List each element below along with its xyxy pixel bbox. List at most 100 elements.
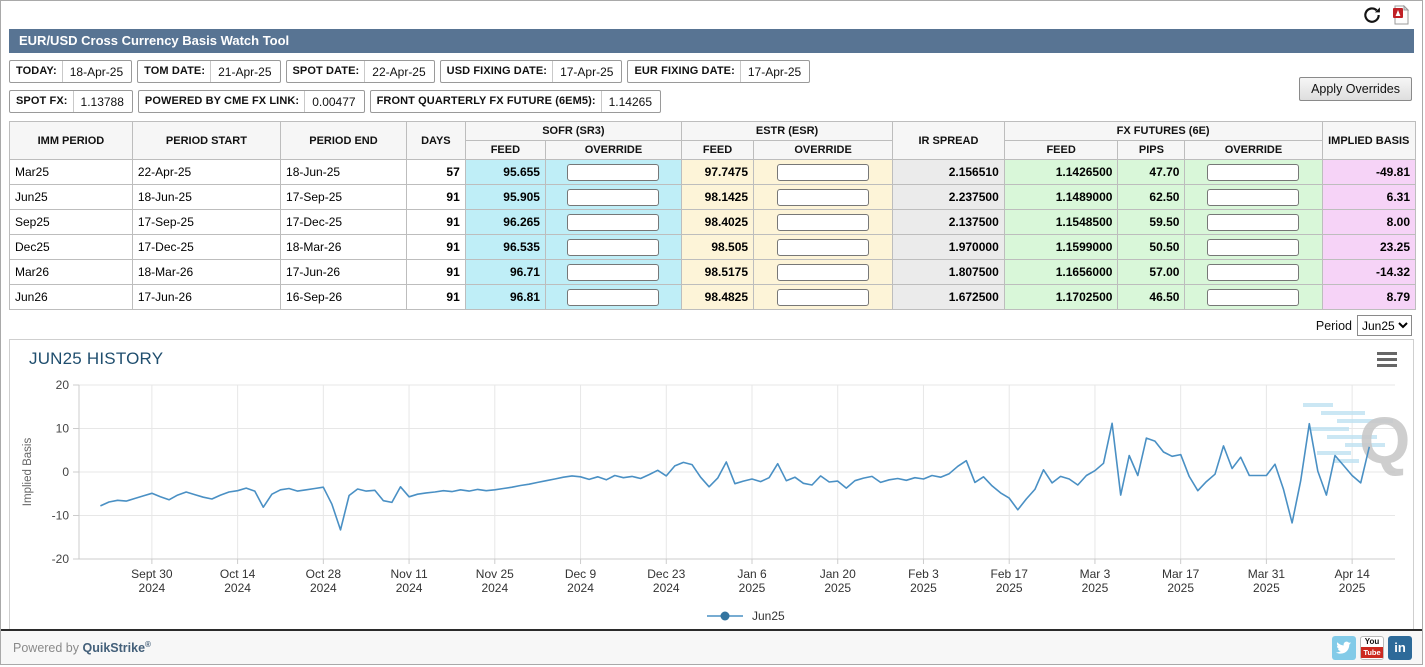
sub-header-sofr-override: OVERRIDE	[544, 140, 682, 160]
estr-override-input[interactable]	[777, 163, 870, 181]
apply-overrides-button[interactable]: Apply Overrides	[1299, 77, 1412, 101]
fx-feed-cell: 1.1656000	[1003, 259, 1119, 285]
sofr-override-cell	[544, 259, 682, 285]
svg-text:2024: 2024	[567, 581, 594, 595]
fx-override-input[interactable]	[1207, 213, 1300, 231]
days-cell: 91	[405, 284, 466, 310]
pdf-export-icon[interactable]	[1390, 4, 1412, 26]
top-toolbar	[1, 1, 1422, 27]
history-chart-panel: JUN25 HISTORY 20 10 0 -10 -20 Sept 30 2024 Oct …	[9, 339, 1414, 636]
sofr-override-input[interactable]	[567, 213, 660, 231]
sofr-override-input[interactable]	[567, 188, 660, 206]
estr-feed-cell: 98.4825	[680, 284, 755, 310]
sofr-override-cell	[544, 184, 682, 210]
col-header-days: DAYS	[405, 121, 466, 160]
sub-header-estr-override: OVERRIDE	[753, 140, 894, 160]
sub-header-fx-feed: FEED	[1003, 140, 1119, 160]
period-start-cell: 17-Dec-25	[131, 234, 282, 260]
linkedin-icon[interactable]: in	[1388, 635, 1412, 660]
period-select[interactable]: Jun25	[1357, 315, 1412, 336]
cme-fx-link-field: POWERED BY CME FX LINK: 0.00477	[137, 90, 365, 113]
svg-text:Feb 17: Feb 17	[991, 567, 1029, 581]
fx-feed-cell: 1.1548500	[1003, 209, 1119, 235]
date-info-row: TODAY: 18-Apr-25 TOM DATE: 21-Apr-25 SPOT …	[9, 60, 1414, 83]
svg-text:20: 20	[56, 378, 70, 392]
period-end-cell: 17-Jun-26	[280, 259, 407, 285]
fx-override-input[interactable]	[1207, 163, 1300, 181]
chart-title: JUN25 HISTORY	[29, 349, 164, 368]
fx-feed-cell: 1.1489000	[1003, 184, 1119, 210]
chart-menu-icon[interactable]	[1377, 352, 1397, 370]
sofr-override-input[interactable]	[567, 163, 660, 181]
sofr-override-cell	[544, 234, 682, 260]
ir-spread-cell: 2.137500	[892, 209, 1005, 235]
col-header-implied-basis: IMPLIED BASIS	[1321, 121, 1416, 160]
implied-basis-cell: -14.32	[1321, 259, 1416, 285]
group-header-estr: ESTR (ESR)	[680, 121, 894, 141]
front-quarterly-future-field: FRONT QUARTERLY FX FUTURE (6EM5): 1.14265	[369, 90, 662, 113]
group-header-sofr: SOFR (SR3)	[464, 121, 682, 141]
estr-override-cell	[753, 184, 894, 210]
fx-override-cell	[1184, 159, 1323, 185]
period-end-cell: 16-Sep-26	[280, 284, 407, 310]
fx-override-input[interactable]	[1207, 263, 1300, 281]
estr-override-input[interactable]	[777, 263, 870, 281]
svg-text:-20: -20	[52, 552, 70, 566]
fx-pips-cell: 59.50	[1117, 209, 1186, 235]
table-row: Jun25 18-Jun-25 17-Sep-25 91 95.905 98.1425 2.…	[9, 184, 1416, 210]
powered-by-text: Powered by QuikStrike®	[13, 639, 151, 656]
refresh-icon[interactable]	[1361, 4, 1383, 26]
svg-text:Sept 30: Sept 30	[131, 567, 173, 581]
days-cell: 91	[405, 184, 466, 210]
imm-period-cell: Dec25	[9, 234, 133, 260]
estr-override-input[interactable]	[777, 213, 870, 231]
sub-header-fx-override: OVERRIDE	[1184, 140, 1323, 160]
ir-spread-cell: 1.807500	[892, 259, 1005, 285]
svg-text:Dec 23: Dec 23	[647, 567, 685, 581]
sofr-override-input[interactable]	[567, 263, 660, 281]
svg-text:2025: 2025	[1253, 581, 1280, 595]
estr-override-input[interactable]	[777, 188, 870, 206]
svg-text:Feb 3: Feb 3	[908, 567, 939, 581]
svg-text:Apr 14: Apr 14	[1334, 567, 1370, 581]
svg-text:-10: -10	[52, 509, 70, 523]
estr-feed-cell: 97.7475	[680, 159, 755, 185]
fx-pips-cell: 47.70	[1117, 159, 1186, 185]
fx-pips-cell: 46.50	[1117, 284, 1186, 310]
basis-table-body: Mar25 22-Apr-25 18-Jun-25 57 95.655 97.7475 2.…	[9, 159, 1416, 310]
sofr-feed-cell: 96.265	[464, 209, 546, 235]
sofr-override-input[interactable]	[567, 238, 660, 256]
estr-override-input[interactable]	[777, 238, 870, 256]
table-row: Mar25 22-Apr-25 18-Jun-25 57 95.655 97.7475 2.…	[9, 159, 1416, 185]
ir-spread-cell: 1.970000	[892, 234, 1005, 260]
footer-bar: Powered by QuikStrike® You Tube in	[1, 629, 1422, 664]
page-title: EUR/USD Cross Currency Basis Watch Tool	[9, 29, 1414, 53]
fx-feed-cell: 1.1599000	[1003, 234, 1119, 260]
svg-text:2025: 2025	[910, 581, 937, 595]
spot-fx-field: SPOT FX: 1.13788	[9, 90, 133, 113]
quikstrike-link[interactable]: QuikStrike®	[82, 639, 151, 656]
svg-text:Mar 3: Mar 3	[1080, 567, 1111, 581]
sofr-override-input[interactable]	[567, 288, 660, 306]
estr-override-input[interactable]	[777, 288, 870, 306]
svg-text:2024: 2024	[481, 581, 508, 595]
group-header-fx-futures: FX FUTURES (6E)	[1003, 121, 1323, 141]
estr-override-cell	[753, 209, 894, 235]
fx-override-input[interactable]	[1207, 288, 1300, 306]
youtube-icon[interactable]: You Tube	[1360, 635, 1384, 660]
estr-override-cell	[753, 259, 894, 285]
table-row: Sep25 17-Sep-25 17-Dec-25 91 96.265 98.4025 2.…	[9, 209, 1416, 235]
implied-basis-cell: 8.00	[1321, 209, 1416, 235]
ir-spread-cell: 2.156510	[892, 159, 1005, 185]
sofr-feed-cell: 96.71	[464, 259, 546, 285]
fx-override-input[interactable]	[1207, 188, 1300, 206]
fx-override-input[interactable]	[1207, 238, 1300, 256]
estr-override-cell	[753, 284, 894, 310]
fx-info-row: SPOT FX: 1.13788 POWERED BY CME FX LINK: 0…	[9, 77, 1414, 113]
fx-pips-cell: 57.00	[1117, 259, 1186, 285]
twitter-icon[interactable]	[1332, 635, 1356, 660]
legend-item-jun25[interactable]: Jun25	[752, 609, 785, 623]
svg-text:2025: 2025	[739, 581, 766, 595]
svg-text:2025: 2025	[824, 581, 851, 595]
imm-period-cell: Jun25	[9, 184, 133, 210]
